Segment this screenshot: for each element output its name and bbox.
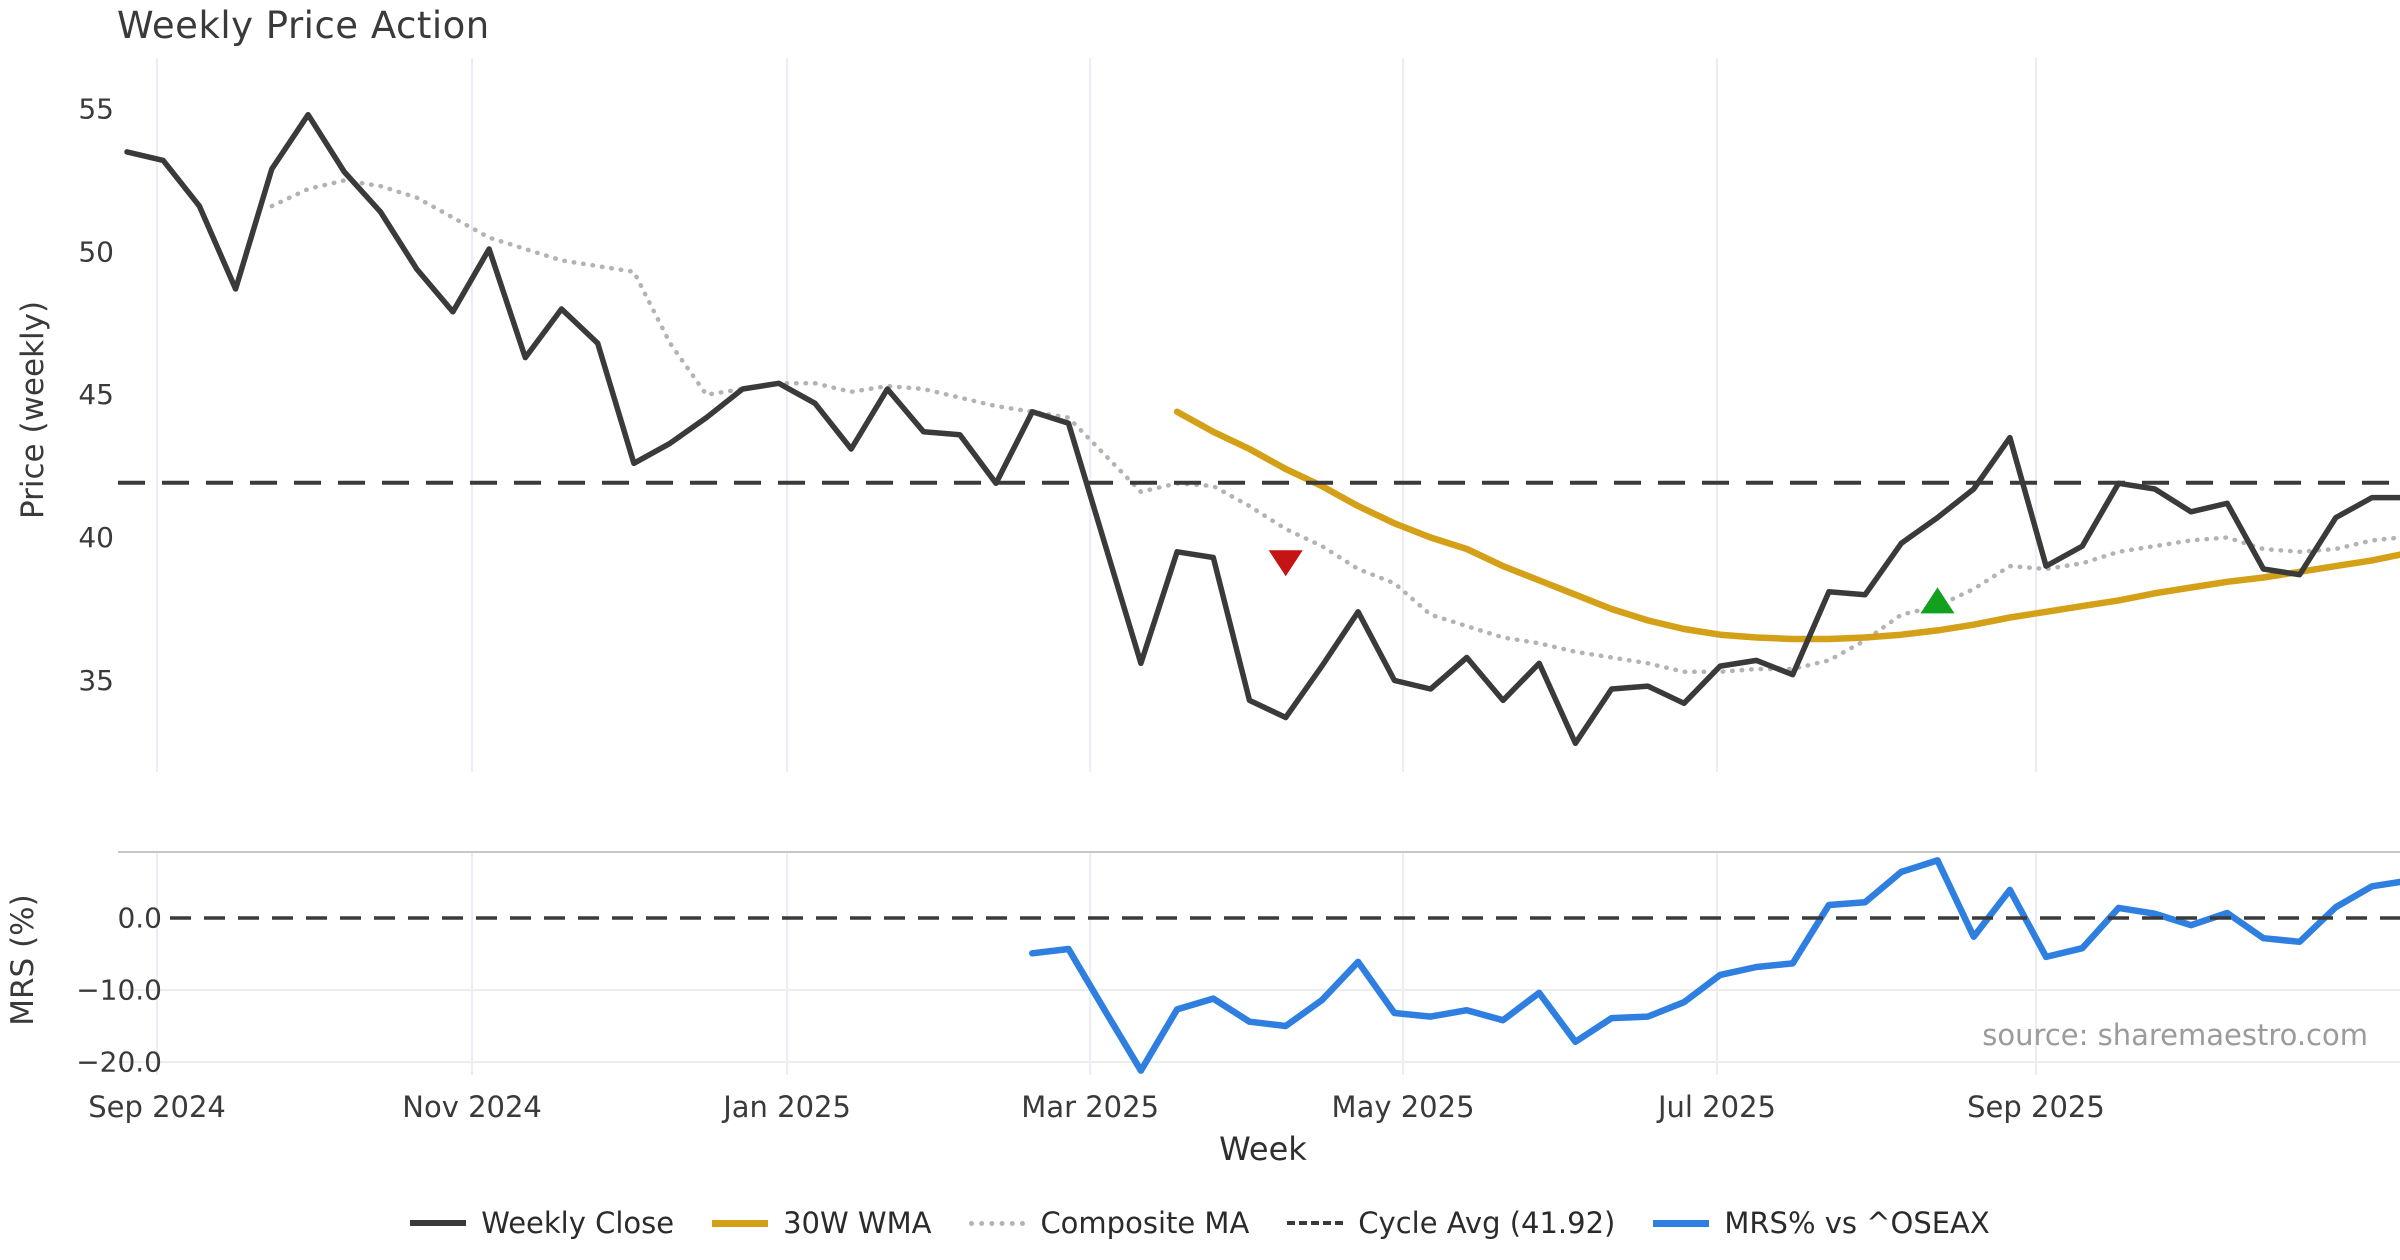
- xtick-jul-2025: Jul 2025: [1656, 1090, 1776, 1124]
- legend-item-weekly-close: Weekly Close: [410, 1206, 674, 1240]
- mrs-ytick--10: −10.0: [76, 974, 162, 1007]
- price-ytick-45: 45: [78, 378, 114, 411]
- mrs-vs-oseax-line: [1029, 857, 2400, 1074]
- source-note: source: sharemaestro.com: [1982, 1018, 2368, 1052]
- mrs-axis-label: MRS (%): [5, 894, 41, 1026]
- legend-item-cycle-avg-41-92: Cycle Avg (41.92): [1287, 1206, 1615, 1240]
- 30w-wma-swatch-icon: [712, 1219, 769, 1227]
- buy-marker-triangle-up-icon: [1920, 587, 1955, 614]
- legend-label: Composite MA: [1040, 1206, 1250, 1240]
- mrs-ytick--20: −20.0: [76, 1046, 162, 1079]
- legend: Weekly Close 30W WMA Composite MA Cycle Avg…: [0, 1206, 2400, 1240]
- weekly-close-swatch-icon: [410, 1220, 467, 1226]
- sell-marker-triangle-down-icon: [1268, 550, 1303, 577]
- price-axis-label: Price (weekly): [15, 300, 51, 519]
- price-ytick-55: 55: [78, 93, 114, 126]
- price-ytick-35: 35: [78, 664, 114, 697]
- legend-label: Cycle Avg (41.92): [1358, 1206, 1616, 1240]
- legend-item-30w-wma: 30W WMA: [712, 1206, 931, 1240]
- price-ytick-50: 50: [78, 235, 114, 268]
- legend-item-mrs-vs-oseax: MRS% vs ^OSEAX: [1653, 1206, 1990, 1240]
- composite-ma-swatch-icon: [969, 1220, 1026, 1226]
- xtick-sep-2024: Sep 2024: [88, 1090, 226, 1124]
- weekly-close-line: [124, 111, 2400, 747]
- week-axis-label: Week: [1219, 1130, 1307, 1168]
- composite-ma-line: [269, 178, 2400, 675]
- mrs-ytick-0: 0.0: [117, 902, 162, 935]
- mrs-vs-oseax-swatch-icon: [1653, 1219, 1710, 1227]
- chart-title: Weekly Price Action: [117, 4, 490, 47]
- cycle-avg-41-92-swatch-icon: [1287, 1221, 1344, 1225]
- price-ytick-40: 40: [78, 521, 114, 554]
- xtick-sep-2025: Sep 2025: [1967, 1090, 2105, 1124]
- legend-label: 30W WMA: [783, 1206, 932, 1240]
- xtick-may-2025: May 2025: [1332, 1090, 1475, 1124]
- legend-item-composite-ma: Composite MA: [969, 1206, 1249, 1240]
- 30w-wma-line: [1173, 408, 2400, 643]
- xtick-jan-2025: Jan 2025: [721, 1090, 851, 1124]
- legend-label: Weekly Close: [481, 1206, 675, 1240]
- xtick-nov-2024: Nov 2024: [402, 1090, 542, 1124]
- legend-label: MRS% vs ^OSEAX: [1724, 1206, 1990, 1240]
- xtick-mar-2025: Mar 2025: [1021, 1090, 1159, 1124]
